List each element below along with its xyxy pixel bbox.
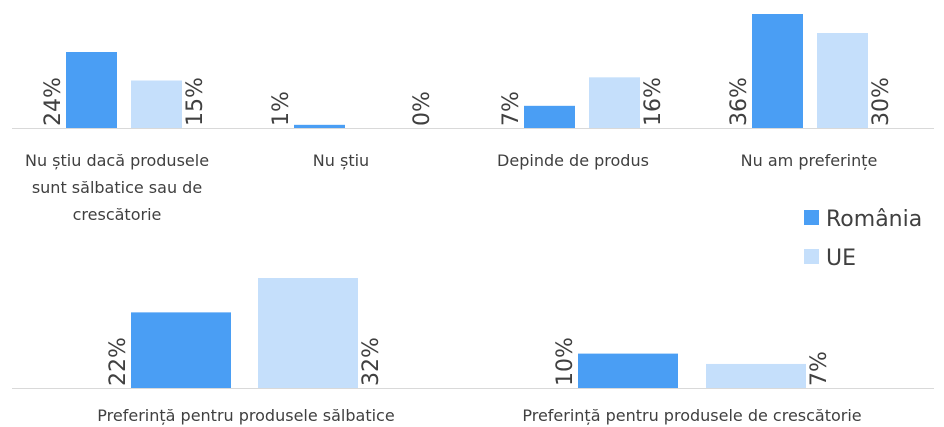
chart-panel-2: 22% 10% 32% 7% Preferință pentru produsele s… [12,278,934,425]
data-label-ue-1: 32% [359,337,384,386]
data-label-romania-2: 10% [553,337,578,386]
bar-romania-4 [752,14,803,128]
category-label-1: sunt sălbatice sau de [32,178,202,197]
data-label-ue-3: 16% [641,77,666,126]
bar-romania-1 [66,52,117,128]
bar-romania-3 [524,105,575,128]
bar-romania-1 [131,312,231,388]
legend-label-romania: România [826,207,922,232]
data-label-romania-1: 22% [106,337,131,386]
data-label-ue-2: 0% [410,91,435,126]
data-label-ue-4: 30% [869,77,894,126]
category-label-1: Nu știu dacă produsele [25,151,209,170]
bar-romania-2 [578,353,678,388]
legend-swatch-ue [804,249,819,264]
bar-ue-2 [706,363,806,388]
data-label-ue-1: 15% [183,77,208,126]
category-label-1: crescătorie [73,205,162,224]
legend: România UE [804,207,922,271]
chart-panel-1: 24% 1% 7% 36% 15% 0% 16% 30% Nu știu dacă produs… [12,14,934,224]
data-label-romania-4: 36% [727,77,752,126]
data-label-romania-2: 1% [269,91,294,126]
legend-label-ue: UE [826,246,856,271]
category-label-3: Depinde de produs [497,151,649,170]
bar-ue-1 [131,80,182,128]
bar-romania-2 [294,124,345,128]
category-label-1: Preferință pentru produsele sălbatice [97,406,394,425]
bar-ue-3 [589,77,640,128]
data-label-romania-1: 24% [41,77,66,126]
bar-ue-1 [258,278,358,388]
bar-ue-4 [817,33,868,128]
legend-swatch-romania [804,210,819,225]
data-label-romania-3: 7% [499,91,524,126]
category-label-2: Nu știu [313,151,369,170]
category-label-4: Nu am preferințe [741,151,878,170]
data-label-ue-2: 7% [807,351,832,386]
category-label-2: Preferință pentru produsele de crescător… [522,406,861,425]
